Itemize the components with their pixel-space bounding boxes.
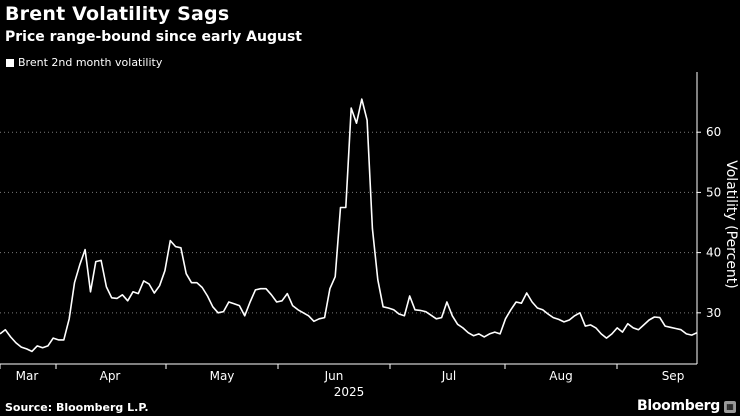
ytick-label-30: 30	[706, 306, 721, 320]
xtick-label-jun: Jun	[324, 369, 344, 383]
legend-label: Brent 2nd month volatility	[18, 56, 163, 69]
y-axis-title: Volatility (Percent)	[723, 160, 739, 289]
xtick-label-apr: Apr	[100, 369, 121, 383]
chart-title: Brent Volatility Sags	[5, 3, 230, 25]
xtick-label-may: May	[210, 369, 235, 383]
xtick-label-jul: Jul	[441, 369, 456, 383]
ytick-label-50: 50	[706, 185, 721, 199]
source-note: Source: Bloomberg L.P.	[5, 401, 149, 414]
series-line-brent-volatility	[0, 98, 698, 353]
xtick-label-mar: Mar	[16, 369, 39, 383]
brand-logo: Bloomberg	[636, 398, 720, 414]
brand-badge-icon: ▦	[724, 401, 736, 413]
legend: Brent 2nd month volatility	[6, 56, 162, 69]
ytick-label-60: 60	[706, 125, 721, 139]
legend-swatch	[6, 58, 14, 67]
xtick-label-aug: Aug	[549, 369, 572, 383]
xtick-year-label: 2025	[334, 385, 365, 399]
ytick-label-40: 40	[706, 246, 721, 260]
chart-subtitle: Price range-bound since early August	[5, 29, 302, 45]
xtick-label-sep: Sep	[662, 369, 685, 383]
